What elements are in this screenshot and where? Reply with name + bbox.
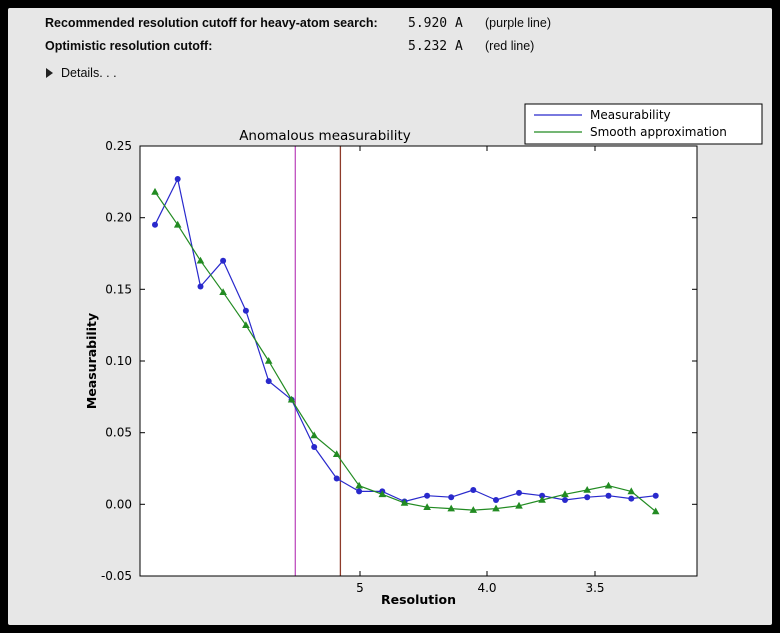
y-tick-label: 0.20 xyxy=(105,211,132,225)
main-panel: Recommended resolution cutoff for heavy-… xyxy=(8,8,772,625)
optimistic-cutoff-note: (red line) xyxy=(485,39,535,53)
optimistic-cutoff-row: Optimistic resolution cutoff: 5.232 A (r… xyxy=(8,39,772,59)
series-smooth-approximation xyxy=(151,187,660,515)
measurability-chart-canvas: 5 4.0 3.5 0.25 0.20 0.15 0.10 0.05 0.00 -0.05 Anom… xyxy=(8,96,772,621)
data-point-circle xyxy=(539,492,546,499)
data-point-triangle xyxy=(287,395,296,403)
data-point-triangle xyxy=(151,187,159,195)
x-tick-label: 3.5 xyxy=(585,581,604,595)
data-point-triangle xyxy=(173,220,182,228)
data-point-triangle xyxy=(447,504,455,512)
recommended-cutoff-value: 5.920 A xyxy=(408,16,463,31)
data-point-circle xyxy=(562,497,568,503)
y-tick-label: 0.10 xyxy=(105,354,132,368)
data-point-triangle xyxy=(196,256,205,264)
data-point-circle xyxy=(448,494,455,501)
data-point-circle xyxy=(265,378,272,385)
legend-label: Smooth approximation xyxy=(590,125,727,139)
y-tick-label: -0.05 xyxy=(101,569,132,583)
data-point-triangle xyxy=(378,490,387,498)
data-point-circle xyxy=(220,257,227,264)
legend: Measurability Smooth approximation xyxy=(524,103,763,145)
y-tick-label: 0.05 xyxy=(105,426,132,440)
data-point-triangle xyxy=(332,450,341,457)
data-point-triangle xyxy=(264,357,273,364)
data-point-circle xyxy=(584,494,591,501)
data-point-triangle xyxy=(492,504,500,512)
y-tick-label: 0.15 xyxy=(105,282,132,296)
data-point-circle xyxy=(311,444,318,450)
data-point-circle xyxy=(628,495,635,502)
y-tick-label: 0.00 xyxy=(105,497,132,511)
data-point-triangle xyxy=(627,487,636,495)
data-point-circle xyxy=(605,492,612,499)
data-point-triangle xyxy=(651,507,660,515)
data-point-triangle xyxy=(355,481,363,489)
data-point-triangle xyxy=(515,501,523,509)
legend-label: Measurability xyxy=(590,108,671,122)
y-tick-label: 0.25 xyxy=(105,139,132,153)
details-toggle[interactable]: Details. . . xyxy=(46,66,117,80)
data-point-triangle xyxy=(310,431,318,439)
data-point-triangle xyxy=(561,490,569,498)
disclosure-triangle-icon xyxy=(46,68,53,78)
data-point-circle xyxy=(333,475,340,482)
data-point-triangle xyxy=(538,496,546,503)
legend-box xyxy=(524,103,763,145)
plot-area xyxy=(140,146,697,576)
data-point-circle xyxy=(242,307,249,314)
x-tick-label: 5 xyxy=(356,581,364,595)
y-axis-label: Measurability xyxy=(84,313,99,409)
recommended-cutoff-note: (purple line) xyxy=(485,16,552,30)
data-point-circle xyxy=(516,489,522,496)
data-point-circle xyxy=(197,283,204,290)
x-tick-label: 4.0 xyxy=(477,581,496,595)
data-point-circle xyxy=(174,176,181,182)
measurability-plot: 5 4.0 3.5 0.25 0.20 0.15 0.10 0.05 0.00 -0.05 Anom… xyxy=(84,103,763,607)
data-point-triangle xyxy=(604,481,613,489)
data-point-triangle xyxy=(219,288,227,295)
data-point-triangle xyxy=(583,486,591,493)
data-point-triangle xyxy=(423,503,431,510)
data-point-triangle xyxy=(469,506,478,513)
data-point-circle xyxy=(424,492,431,499)
optimistic-cutoff-value: 5.232 A xyxy=(408,39,463,54)
chart-title: Anomalous measurability xyxy=(239,128,411,144)
recommended-cutoff-label: Recommended resolution cutoff for heavy-… xyxy=(45,16,378,30)
recommended-cutoff-row: Recommended resolution cutoff for heavy-… xyxy=(8,16,772,36)
optimistic-cutoff-label: Optimistic resolution cutoff: xyxy=(45,39,213,53)
data-point-circle xyxy=(470,487,477,493)
data-point-circle xyxy=(152,221,158,228)
data-point-triangle xyxy=(242,321,250,328)
data-point-triangle xyxy=(400,498,409,506)
details-label: Details. . . xyxy=(61,66,117,80)
data-point-circle xyxy=(493,497,499,503)
data-point-circle xyxy=(652,492,659,499)
data-point-circle xyxy=(356,488,363,495)
x-axis-label: Resolution xyxy=(381,592,456,607)
